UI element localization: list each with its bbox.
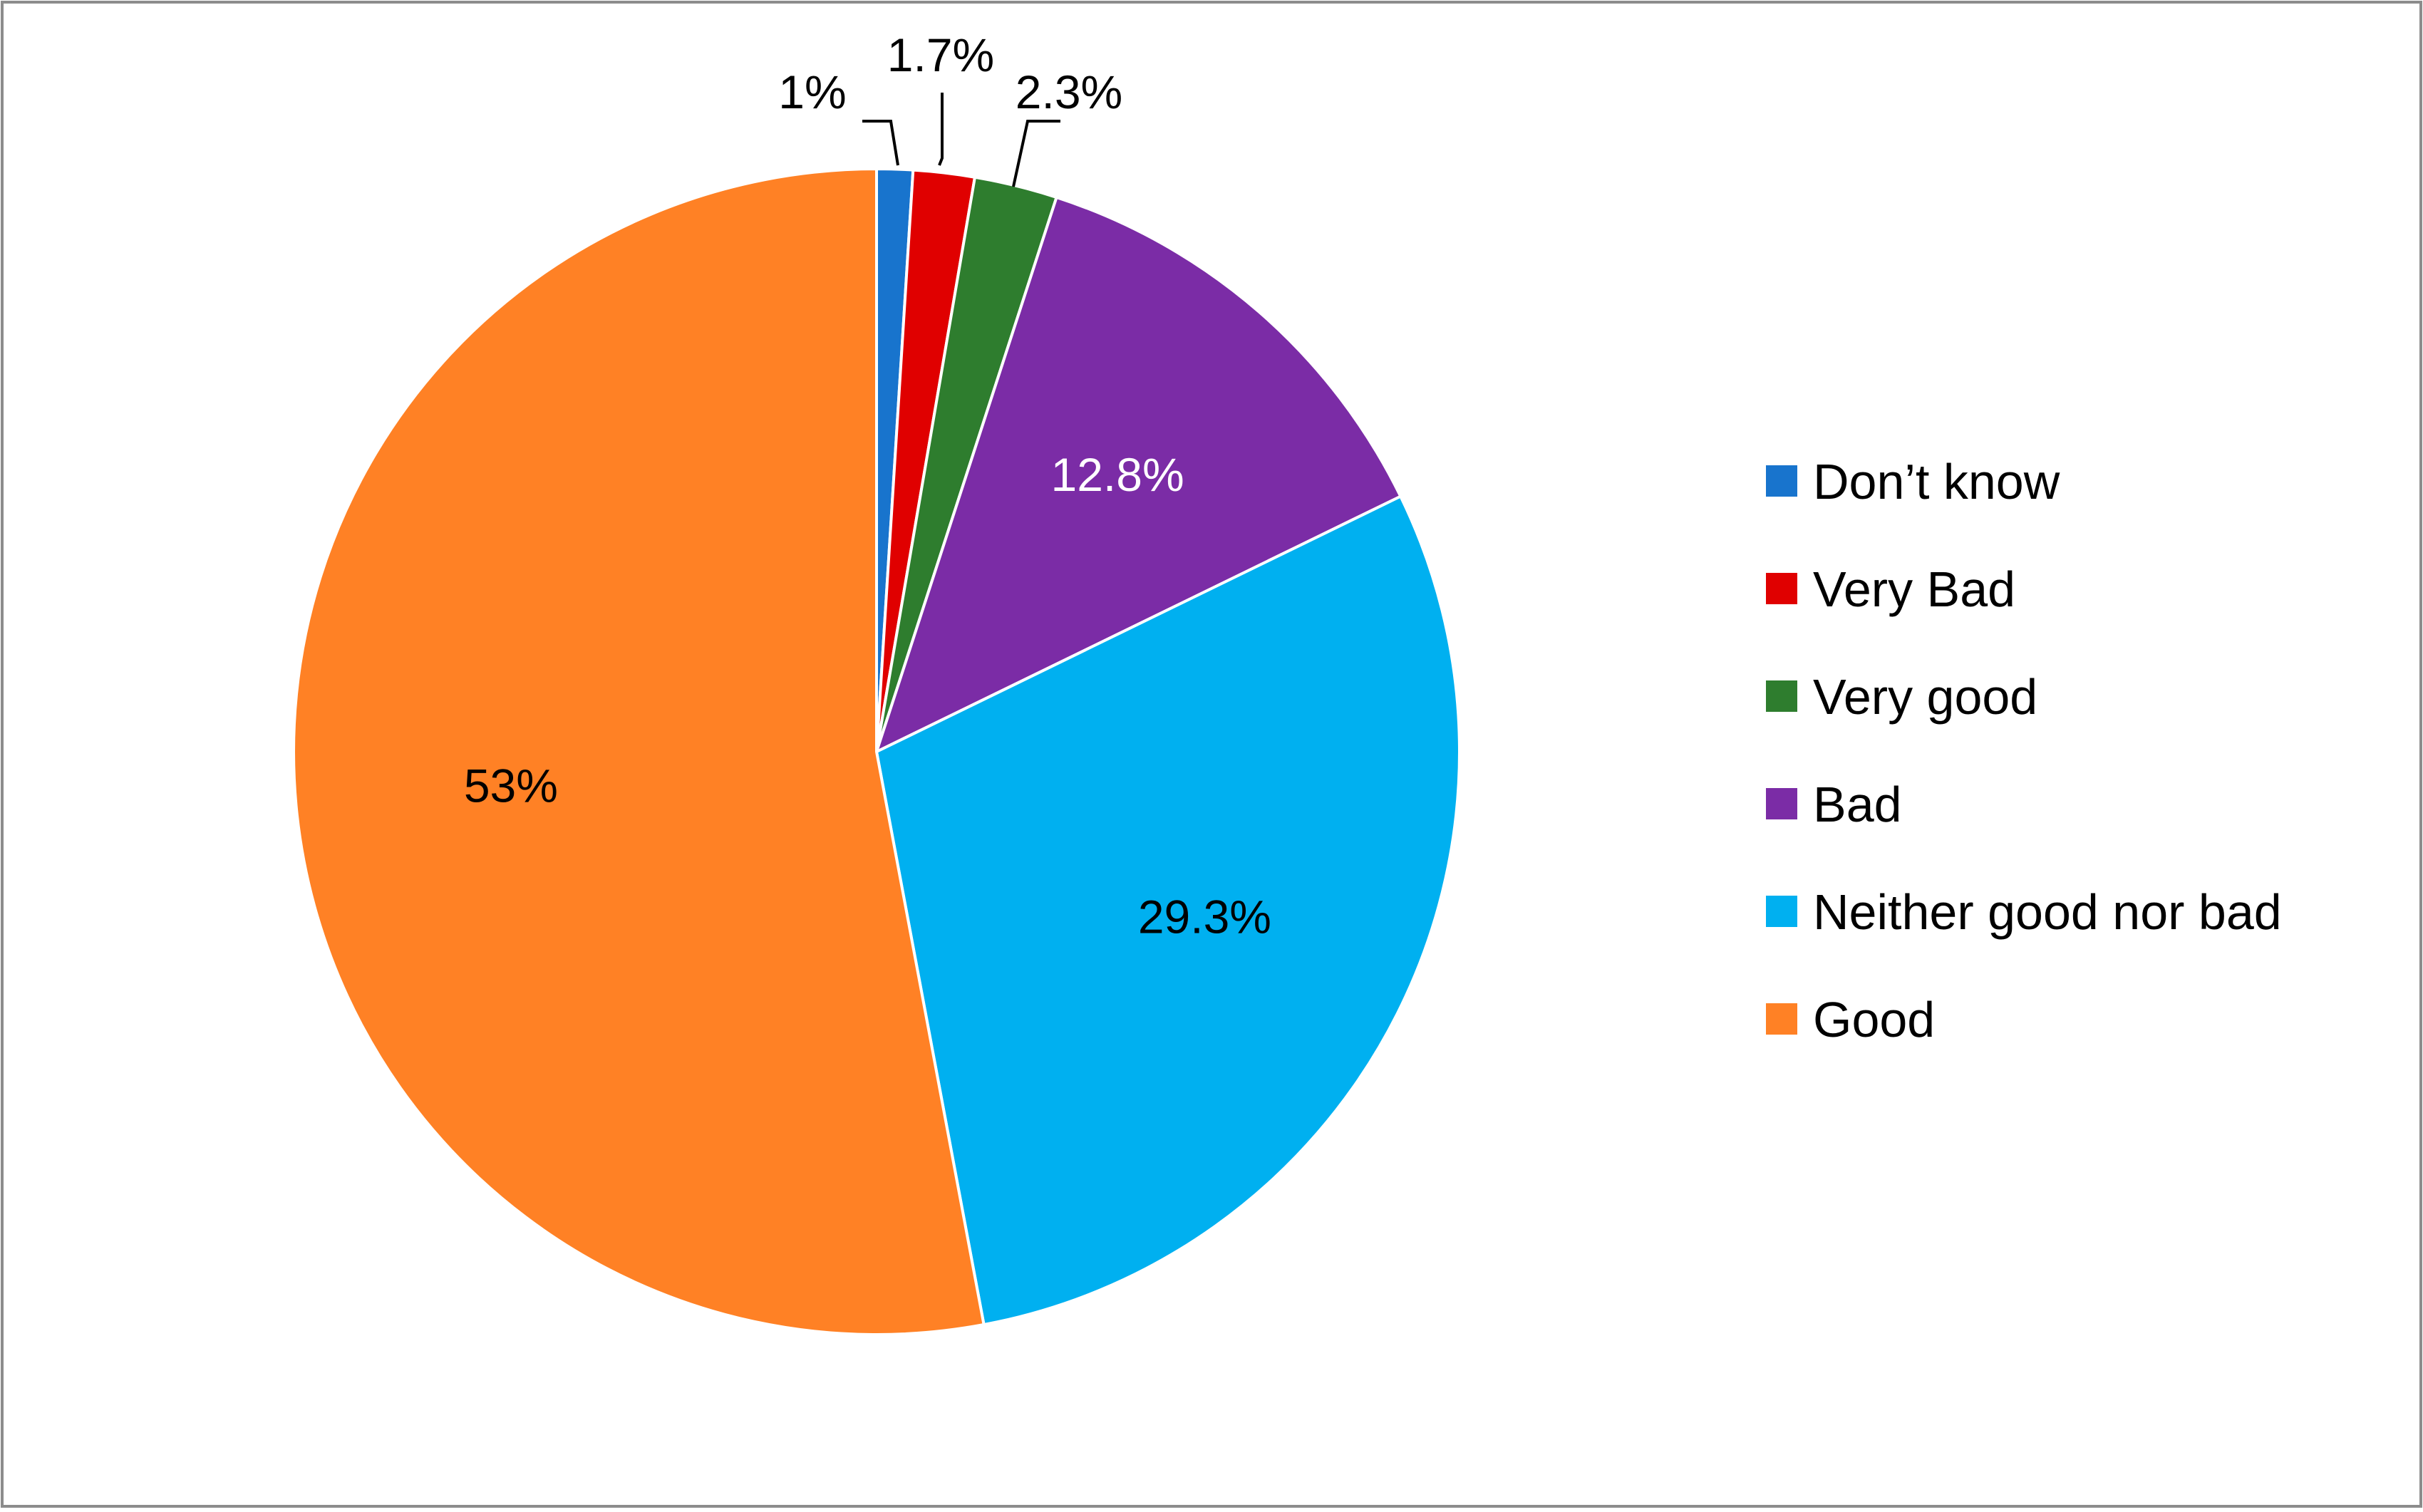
legend-item-don-t-know: Don’t know: [1766, 454, 2060, 509]
legend-swatch-don-t-know: [1766, 465, 1797, 497]
legend-label-very-bad: Very Bad: [1813, 561, 2015, 617]
legend-item-very-good: Very good: [1766, 669, 2037, 725]
legend: Don’t know Very Bad Very good Bad Neither go…: [1766, 454, 2282, 1047]
legend-label-bad: Bad: [1813, 777, 1902, 832]
data-label-good: 53%: [464, 760, 558, 812]
legend-label-neither-good-nor-bad: Neither good nor bad: [1813, 884, 2282, 940]
data-label-neither-good-nor-bad: 29.3%: [1138, 891, 1271, 943]
legend-swatch-neither-good-nor-bad: [1766, 896, 1797, 927]
data-label-bad: 12.8%: [1051, 448, 1184, 501]
data-label-very-bad: 1.7%: [887, 29, 994, 81]
pie-slice-neither-good-nor-bad: [874, 494, 1461, 1327]
pie-slice-good: [292, 167, 986, 1336]
legend-item-good: Good: [1766, 992, 1935, 1047]
legend-item-bad: Bad: [1766, 777, 1902, 832]
data-label-don-t-know: 1%: [778, 66, 846, 118]
leader-line-don-t-know: [862, 120, 899, 166]
legend-swatch-very-good: [1766, 680, 1797, 712]
legend-label-very-good: Very good: [1813, 669, 2037, 725]
leader-line-very-good: [1012, 120, 1060, 187]
legend-swatch-very-bad: [1766, 573, 1797, 604]
legend-swatch-good: [1766, 1003, 1797, 1035]
legend-item-very-bad: Very Bad: [1766, 561, 2015, 617]
data-labels-layer: 1% 1.7% 2.3% 12.8% 29.3% 53%: [464, 29, 1271, 943]
data-label-very-good: 2.3%: [1016, 66, 1122, 118]
legend-swatch-bad: [1766, 788, 1797, 819]
leader-lines-layer: [862, 93, 1060, 187]
legend-label-good: Good: [1813, 992, 1935, 1047]
pie-slice-bad: [874, 195, 1402, 755]
legend-item-neither-good-nor-bad: Neither good nor bad: [1766, 884, 2282, 940]
slices-layer: [292, 167, 1461, 1336]
legend-label-don-t-know: Don’t know: [1813, 454, 2060, 509]
leader-line-very-bad: [938, 93, 944, 166]
